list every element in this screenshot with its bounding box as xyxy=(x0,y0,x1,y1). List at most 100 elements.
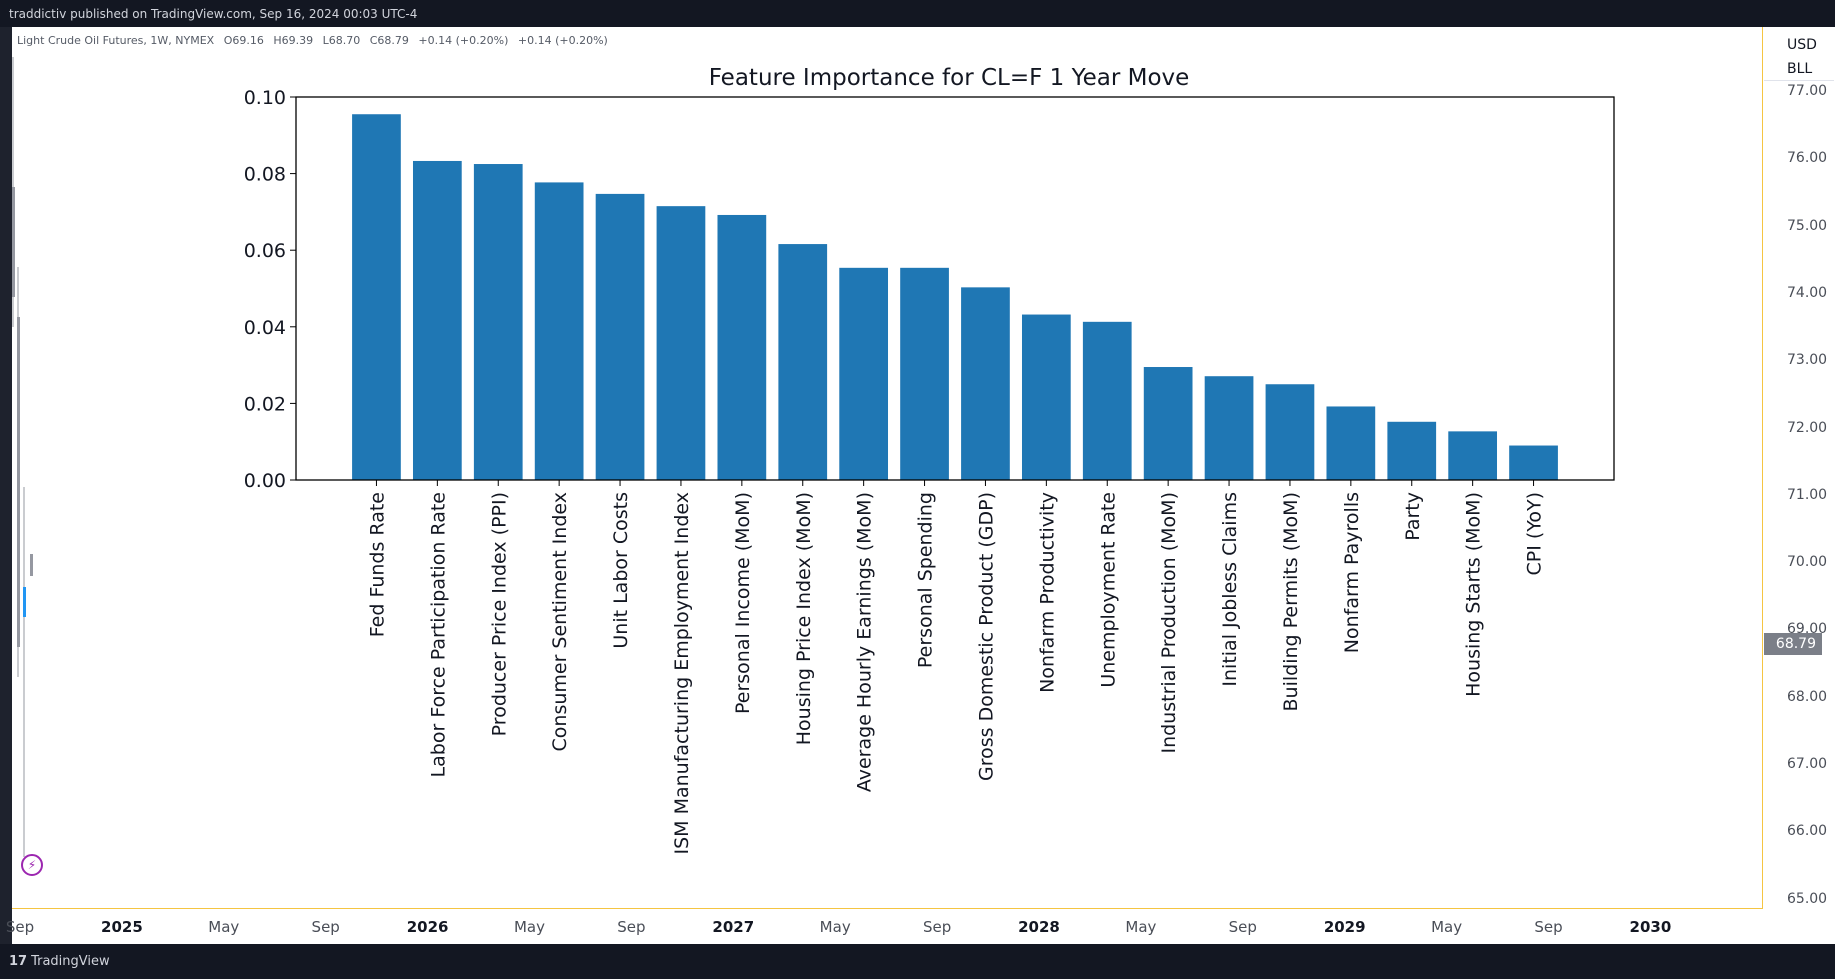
time-tick: Sep xyxy=(1534,918,1563,936)
price-tick: 73.00 xyxy=(1787,352,1828,369)
flash-icon[interactable]: ⚡ xyxy=(21,854,43,876)
bars xyxy=(352,114,1558,481)
time-tick: May xyxy=(513,918,546,936)
x-tick-label: Unemployment Rate xyxy=(1097,492,1119,688)
x-tick-label: Building Permits (MoM) xyxy=(1280,492,1302,711)
tradingview-logo-text: TradingView xyxy=(31,954,110,969)
bar xyxy=(1448,431,1498,480)
price-tick: 77.00 xyxy=(1787,83,1828,99)
unit-box[interactable]: USD BLL xyxy=(1764,31,1834,81)
x-tick-label: Fed Funds Rate xyxy=(366,492,388,637)
x-tick-label: Average Hourly Earnings (MoM) xyxy=(854,492,876,792)
price-tick: 75.00 xyxy=(1787,217,1828,234)
low-value: L68.70 xyxy=(322,34,361,47)
bar xyxy=(412,160,462,480)
price-tick: 66.00 xyxy=(1787,823,1828,840)
bar xyxy=(352,114,401,481)
x-tick-label: Nonfarm Productivity xyxy=(1036,492,1058,693)
x-tick-label: Labor Force Participation Rate xyxy=(427,492,449,777)
bar xyxy=(1021,314,1071,480)
feature-importance-chart: Feature Importance for CL=F 1 Year Move … xyxy=(12,57,1615,857)
symbol-legend: Light Crude Oil Futures, 1W, NYMEX O69.1… xyxy=(17,34,614,47)
x-tick-label: Industrial Production (MoM) xyxy=(1158,492,1180,754)
chart-frame: Light Crude Oil Futures, 1W, NYMEX O69.1… xyxy=(6,27,1835,944)
y-tick-label: 0.04 xyxy=(244,317,286,339)
time-tick: May xyxy=(1431,918,1463,936)
bar xyxy=(778,244,828,480)
time-tick: Sep xyxy=(5,918,35,936)
time-tick: 2027 xyxy=(712,918,755,936)
open-value: O69.16 xyxy=(223,34,264,47)
time-axis[interactable]: Sep 2025 May Sep 2026 May Sep 2027 May Sep 2028 May… xyxy=(6,910,1763,944)
tradingview-logo-icon: 17 xyxy=(9,954,28,969)
footer-bar: 17 TradingView xyxy=(0,944,1835,979)
price-tick: 67.00 xyxy=(1787,756,1828,772)
time-tick: Sep xyxy=(311,918,340,936)
bar xyxy=(717,214,767,481)
x-tick-label: Unit Labor Costs xyxy=(610,492,632,649)
x-tick-label: CPI (YoY) xyxy=(1524,492,1546,576)
price-tick: 72.00 xyxy=(1787,419,1828,436)
time-tick: 2025 xyxy=(101,918,143,936)
x-tick-label: ISM Manufacturing Employment Index xyxy=(671,492,693,854)
price-tick: 74.00 xyxy=(1787,284,1828,301)
bar xyxy=(1082,321,1132,480)
bar xyxy=(1204,376,1254,480)
x-tick-label: Producer Price Index (PPI) xyxy=(488,492,510,736)
y-tick-label: 0.08 xyxy=(244,164,286,186)
price-tick: 68.00 xyxy=(1787,688,1828,705)
change-value-2: +0.14 (+0.20%) xyxy=(517,34,608,47)
published-info-bar: traddictiv published on TradingView.com,… xyxy=(0,0,1835,27)
time-tick: Sep xyxy=(1228,918,1257,936)
time-tick: May xyxy=(819,918,851,936)
bar xyxy=(656,206,706,480)
bar xyxy=(961,287,1010,480)
symbol-name[interactable]: Light Crude Oil Futures, 1W, NYMEX xyxy=(17,34,215,47)
x-tick-label: Initial Jobless Claims xyxy=(1219,492,1241,687)
bar xyxy=(1265,384,1315,480)
x-tick-label: Gross Domestic Product (GDP) xyxy=(975,492,997,781)
bar xyxy=(1326,406,1376,480)
last-price-label: 68.79 xyxy=(1764,633,1822,655)
time-tick: 2029 xyxy=(1323,918,1366,936)
time-tick: 2030 xyxy=(1629,918,1672,936)
time-tick: 2026 xyxy=(406,918,449,936)
x-tick-label: Consumer Sentiment Index xyxy=(549,492,571,751)
bar xyxy=(1387,421,1437,480)
bar xyxy=(1509,445,1558,480)
price-tick: 71.00 xyxy=(1787,486,1828,503)
chart-title: Feature Importance for CL=F 1 Year Move xyxy=(709,65,1190,91)
bar xyxy=(1143,367,1193,480)
close-value: C68.79 xyxy=(369,34,409,47)
x-tick-label: Personal Spending xyxy=(915,492,937,668)
time-tick: May xyxy=(1125,918,1157,936)
price-tick: 65.00 xyxy=(1787,890,1828,907)
currency-unit: USD xyxy=(1787,37,1817,53)
tradingview-logo[interactable]: 17 TradingView xyxy=(9,954,110,969)
time-tick: May xyxy=(208,918,240,936)
measure-unit: BLL xyxy=(1787,61,1813,77)
plot-area[interactable]: Light Crude Oil Futures, 1W, NYMEX O69.1… xyxy=(12,27,1763,909)
x-tick-label: Housing Starts (MoM) xyxy=(1463,492,1485,697)
x-tick-label: Housing Price Index (MoM) xyxy=(793,492,815,745)
bar xyxy=(595,193,645,481)
price-axis[interactable]: 77.00 76.00 75.00 74.00 73.00 72.00 71.00 70.00… xyxy=(1763,27,1835,944)
y-tick-label: 0.00 xyxy=(244,470,286,492)
high-value: H69.39 xyxy=(273,34,314,47)
bar xyxy=(534,182,584,480)
price-tick: 70.00 xyxy=(1787,554,1828,571)
price-candles xyxy=(12,57,33,857)
time-tick: Sep xyxy=(922,918,952,936)
bar xyxy=(900,267,949,480)
bar xyxy=(839,267,889,480)
x-tick-label: Personal Income (MoM) xyxy=(732,492,754,714)
y-tick-label: 0.02 xyxy=(244,393,286,415)
x-tick-label: Nonfarm Payrolls xyxy=(1341,492,1363,653)
bar xyxy=(473,164,523,480)
y-tick-label: 0.10 xyxy=(244,87,286,109)
change-value: +0.14 (+0.20%) xyxy=(418,34,509,47)
time-tick: 2028 xyxy=(1018,918,1060,936)
price-tick: 76.00 xyxy=(1787,150,1828,167)
y-axis-ticks: 0.00 0.02 0.04 0.06 0.08 0.10 xyxy=(244,87,296,492)
published-line: traddictiv published on TradingView.com,… xyxy=(9,7,418,21)
